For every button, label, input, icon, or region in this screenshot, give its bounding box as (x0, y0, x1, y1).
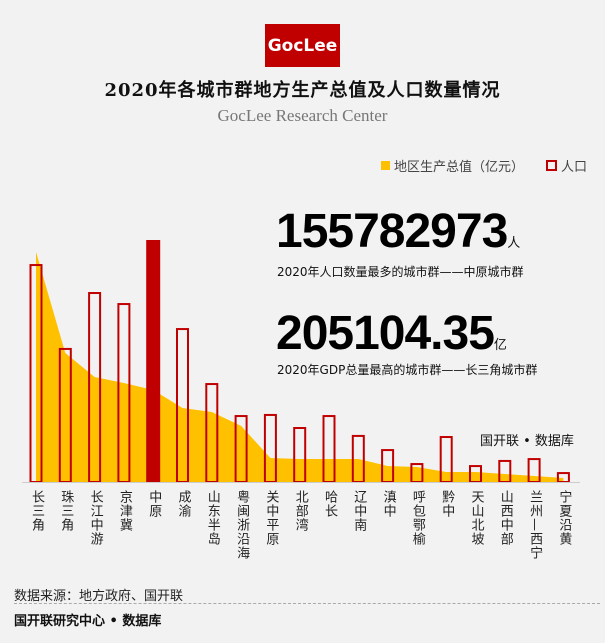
x-tick-label: 山东半岛 (204, 490, 220, 546)
legend-gdp-swatch (380, 161, 390, 170)
x-tick-label: 关中平原 (263, 490, 279, 546)
x-tick-label: 哈长 (322, 490, 337, 518)
gdp-highlight-caption: 2020年GDP总量最高的城市群——长三角城市群 (277, 363, 538, 377)
legend-pop-swatch (545, 160, 557, 171)
x-tick-label: 山西中部 (497, 490, 513, 546)
x-tick-label: 兰州—西宁 (527, 490, 543, 560)
x-tick-label: 中原 (146, 490, 162, 518)
gdp-highlight-value: 205104.35 (276, 307, 495, 360)
gdp-area (36, 252, 564, 482)
legend-gdp-label: 地区生产总值（亿元） (393, 160, 524, 175)
logo: GocLee (265, 24, 340, 67)
watermark: 国开联 • 数据库 (480, 434, 574, 449)
x-tick-label: 长江中游 (87, 490, 103, 546)
pop-highlight: 155782973人 (276, 204, 520, 259)
data-source: 数据来源：地方政府、国开联 (14, 589, 184, 604)
pop-bar-4 (146, 240, 161, 482)
legend: 地区生产总值（亿元） 人口 (380, 156, 587, 175)
x-tick-label: 天山北坡 (468, 490, 484, 546)
pop-highlight-value: 155782973 (276, 205, 508, 258)
x-tick-label: 滇中 (380, 490, 396, 518)
gdp-highlight: 205104.35亿 (276, 306, 507, 361)
chart-subtitle: GocLee Research Center (217, 106, 388, 125)
x-tick-label: 辽中南 (351, 490, 367, 532)
x-tick-label: 呼包鄂榆 (409, 490, 425, 546)
organization: 国开联研究中心 • 数据库 (14, 614, 162, 629)
x-tick-label: 北部湾 (292, 490, 308, 532)
x-tick-label: 京津冀 (116, 490, 132, 532)
x-tick-label: 长三角 (29, 490, 44, 532)
x-tick-label: 宁夏沿黄 (556, 490, 572, 546)
pop-highlight-unit: 人 (507, 236, 521, 251)
divider (14, 603, 600, 604)
pop-highlight-caption: 2020年人口数量最多的城市群——中原城市群 (277, 265, 524, 279)
x-tick-label: 珠三角 (58, 490, 74, 532)
x-tick-label: 成渝 (175, 490, 191, 518)
chart-title: 2020年各城市群地方生产总值及人口数量情况 (104, 80, 501, 101)
x-tick-label: 黔中 (439, 490, 455, 518)
gdp-highlight-unit: 亿 (493, 338, 507, 353)
x-tick-label: 粤闽浙沿海 (234, 490, 250, 560)
legend-pop-label: 人口 (560, 160, 587, 175)
